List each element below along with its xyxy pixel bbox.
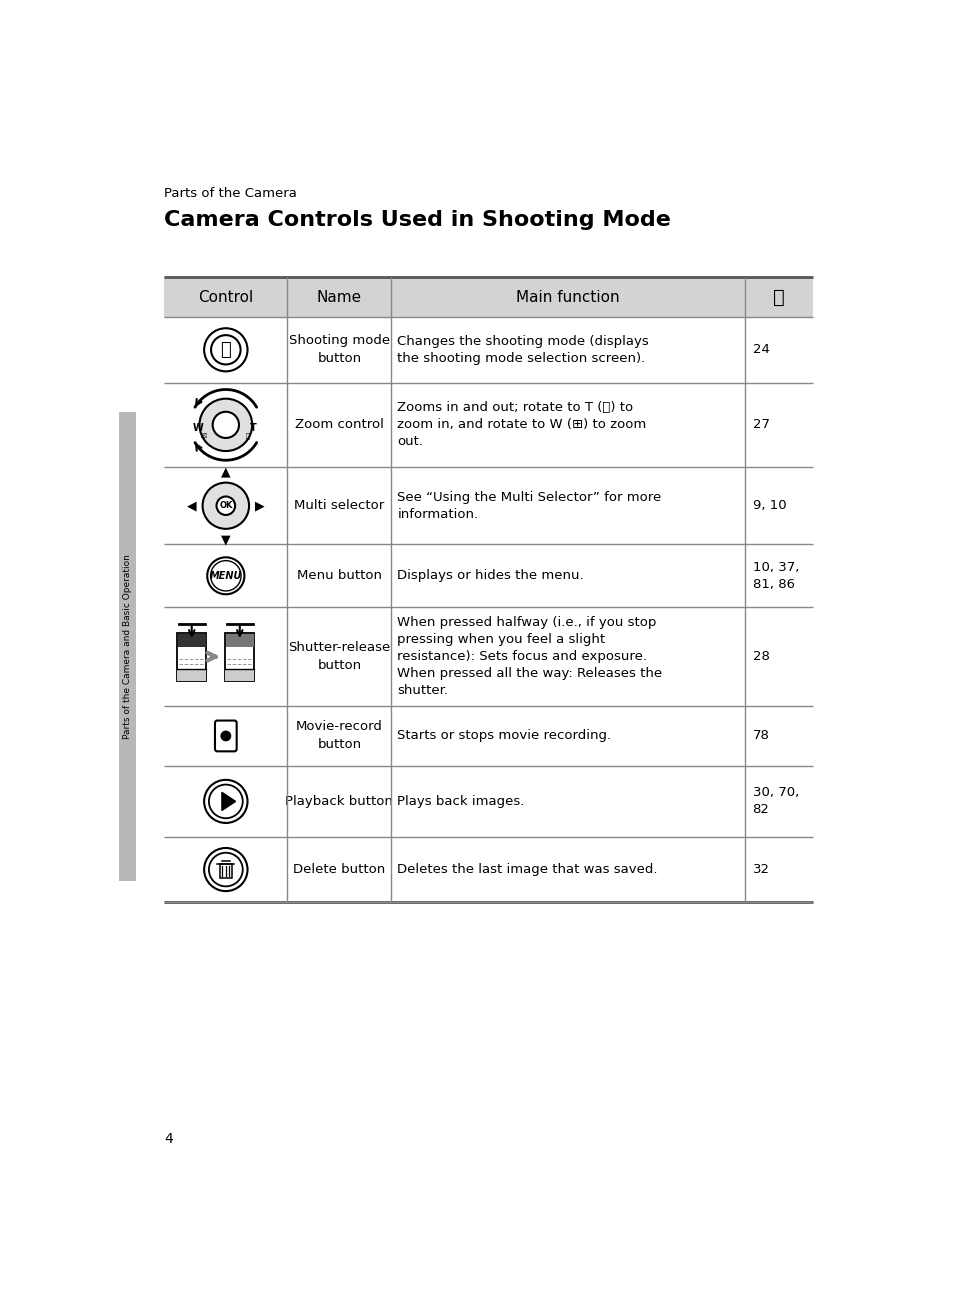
Circle shape xyxy=(220,731,231,741)
Bar xyxy=(225,669,254,681)
Text: Zoom control: Zoom control xyxy=(294,418,383,431)
Text: OK: OK xyxy=(219,501,233,510)
Text: 30, 70,
82: 30, 70, 82 xyxy=(752,786,798,816)
Circle shape xyxy=(199,398,252,451)
Circle shape xyxy=(209,853,242,887)
Text: ⧈: ⧈ xyxy=(772,288,784,306)
Text: ◀: ◀ xyxy=(187,499,196,512)
Text: 27: 27 xyxy=(752,418,769,431)
Text: ☒: ☒ xyxy=(200,432,207,439)
Bar xyxy=(119,411,136,882)
Text: 10, 37,
81, 86: 10, 37, 81, 86 xyxy=(752,561,798,591)
Bar xyxy=(164,277,812,317)
Text: Zooms in and out; rotate to T (Ⓣ) to
zoom in, and rotate to W (⊞) to zoom
out.: Zooms in and out; rotate to T (Ⓣ) to zoo… xyxy=(397,401,646,448)
Text: 28: 28 xyxy=(752,650,768,664)
Polygon shape xyxy=(222,792,235,811)
Text: Delete button: Delete button xyxy=(293,863,385,876)
Text: Parts of the Camera and Basic Operation: Parts of the Camera and Basic Operation xyxy=(123,555,132,738)
Text: Parts of the Camera: Parts of the Camera xyxy=(164,187,296,200)
Bar xyxy=(225,633,254,681)
Text: MENU: MENU xyxy=(210,570,242,581)
Circle shape xyxy=(216,497,234,515)
Text: ▲: ▲ xyxy=(221,465,231,478)
Text: 📷: 📷 xyxy=(220,340,231,359)
Text: Shutter-release
button: Shutter-release button xyxy=(288,641,390,673)
Text: Main function: Main function xyxy=(516,289,619,305)
Text: Starts or stops movie recording.: Starts or stops movie recording. xyxy=(397,729,611,742)
Text: Movie-record
button: Movie-record button xyxy=(295,720,382,752)
Text: ▶: ▶ xyxy=(254,499,265,512)
Text: Control: Control xyxy=(198,289,253,305)
Text: 24: 24 xyxy=(752,343,768,356)
Text: Multi selector: Multi selector xyxy=(294,499,384,512)
Text: Shooting mode
button: Shooting mode button xyxy=(289,334,390,365)
Text: See “Using the Multi Selector” for more
information.: See “Using the Multi Selector” for more … xyxy=(397,490,661,520)
Circle shape xyxy=(213,411,239,438)
FancyBboxPatch shape xyxy=(214,720,236,752)
Text: 32: 32 xyxy=(752,863,769,876)
Text: Changes the shooting mode (displays
the shooting mode selection screen).: Changes the shooting mode (displays the … xyxy=(397,335,648,365)
Text: W: W xyxy=(193,423,203,432)
Bar xyxy=(177,633,206,681)
Bar xyxy=(226,633,253,646)
Text: Displays or hides the menu.: Displays or hides the menu. xyxy=(397,569,583,582)
Text: 4: 4 xyxy=(164,1131,172,1146)
Text: 78: 78 xyxy=(752,729,768,742)
Text: Deletes the last image that was saved.: Deletes the last image that was saved. xyxy=(397,863,658,876)
Circle shape xyxy=(211,561,241,591)
Text: 9, 10: 9, 10 xyxy=(752,499,785,512)
Text: Name: Name xyxy=(316,289,361,305)
Text: ▼: ▼ xyxy=(221,533,231,547)
Text: T: T xyxy=(250,423,256,432)
Circle shape xyxy=(204,779,247,823)
Text: When pressed halfway (i.e., if you stop
pressing when you feel a slight
resistan: When pressed halfway (i.e., if you stop … xyxy=(397,616,662,698)
Bar xyxy=(219,865,232,878)
Text: Menu button: Menu button xyxy=(296,569,381,582)
Text: 🔍: 🔍 xyxy=(246,432,250,439)
Circle shape xyxy=(209,784,242,819)
Text: Playback button: Playback button xyxy=(285,795,393,808)
Circle shape xyxy=(211,335,240,364)
Bar xyxy=(177,669,206,681)
Bar xyxy=(177,633,206,646)
Text: Plays back images.: Plays back images. xyxy=(397,795,524,808)
Circle shape xyxy=(204,848,247,891)
Circle shape xyxy=(202,482,249,528)
Circle shape xyxy=(204,328,247,372)
Text: Camera Controls Used in Shooting Mode: Camera Controls Used in Shooting Mode xyxy=(164,210,670,230)
Circle shape xyxy=(207,557,244,594)
